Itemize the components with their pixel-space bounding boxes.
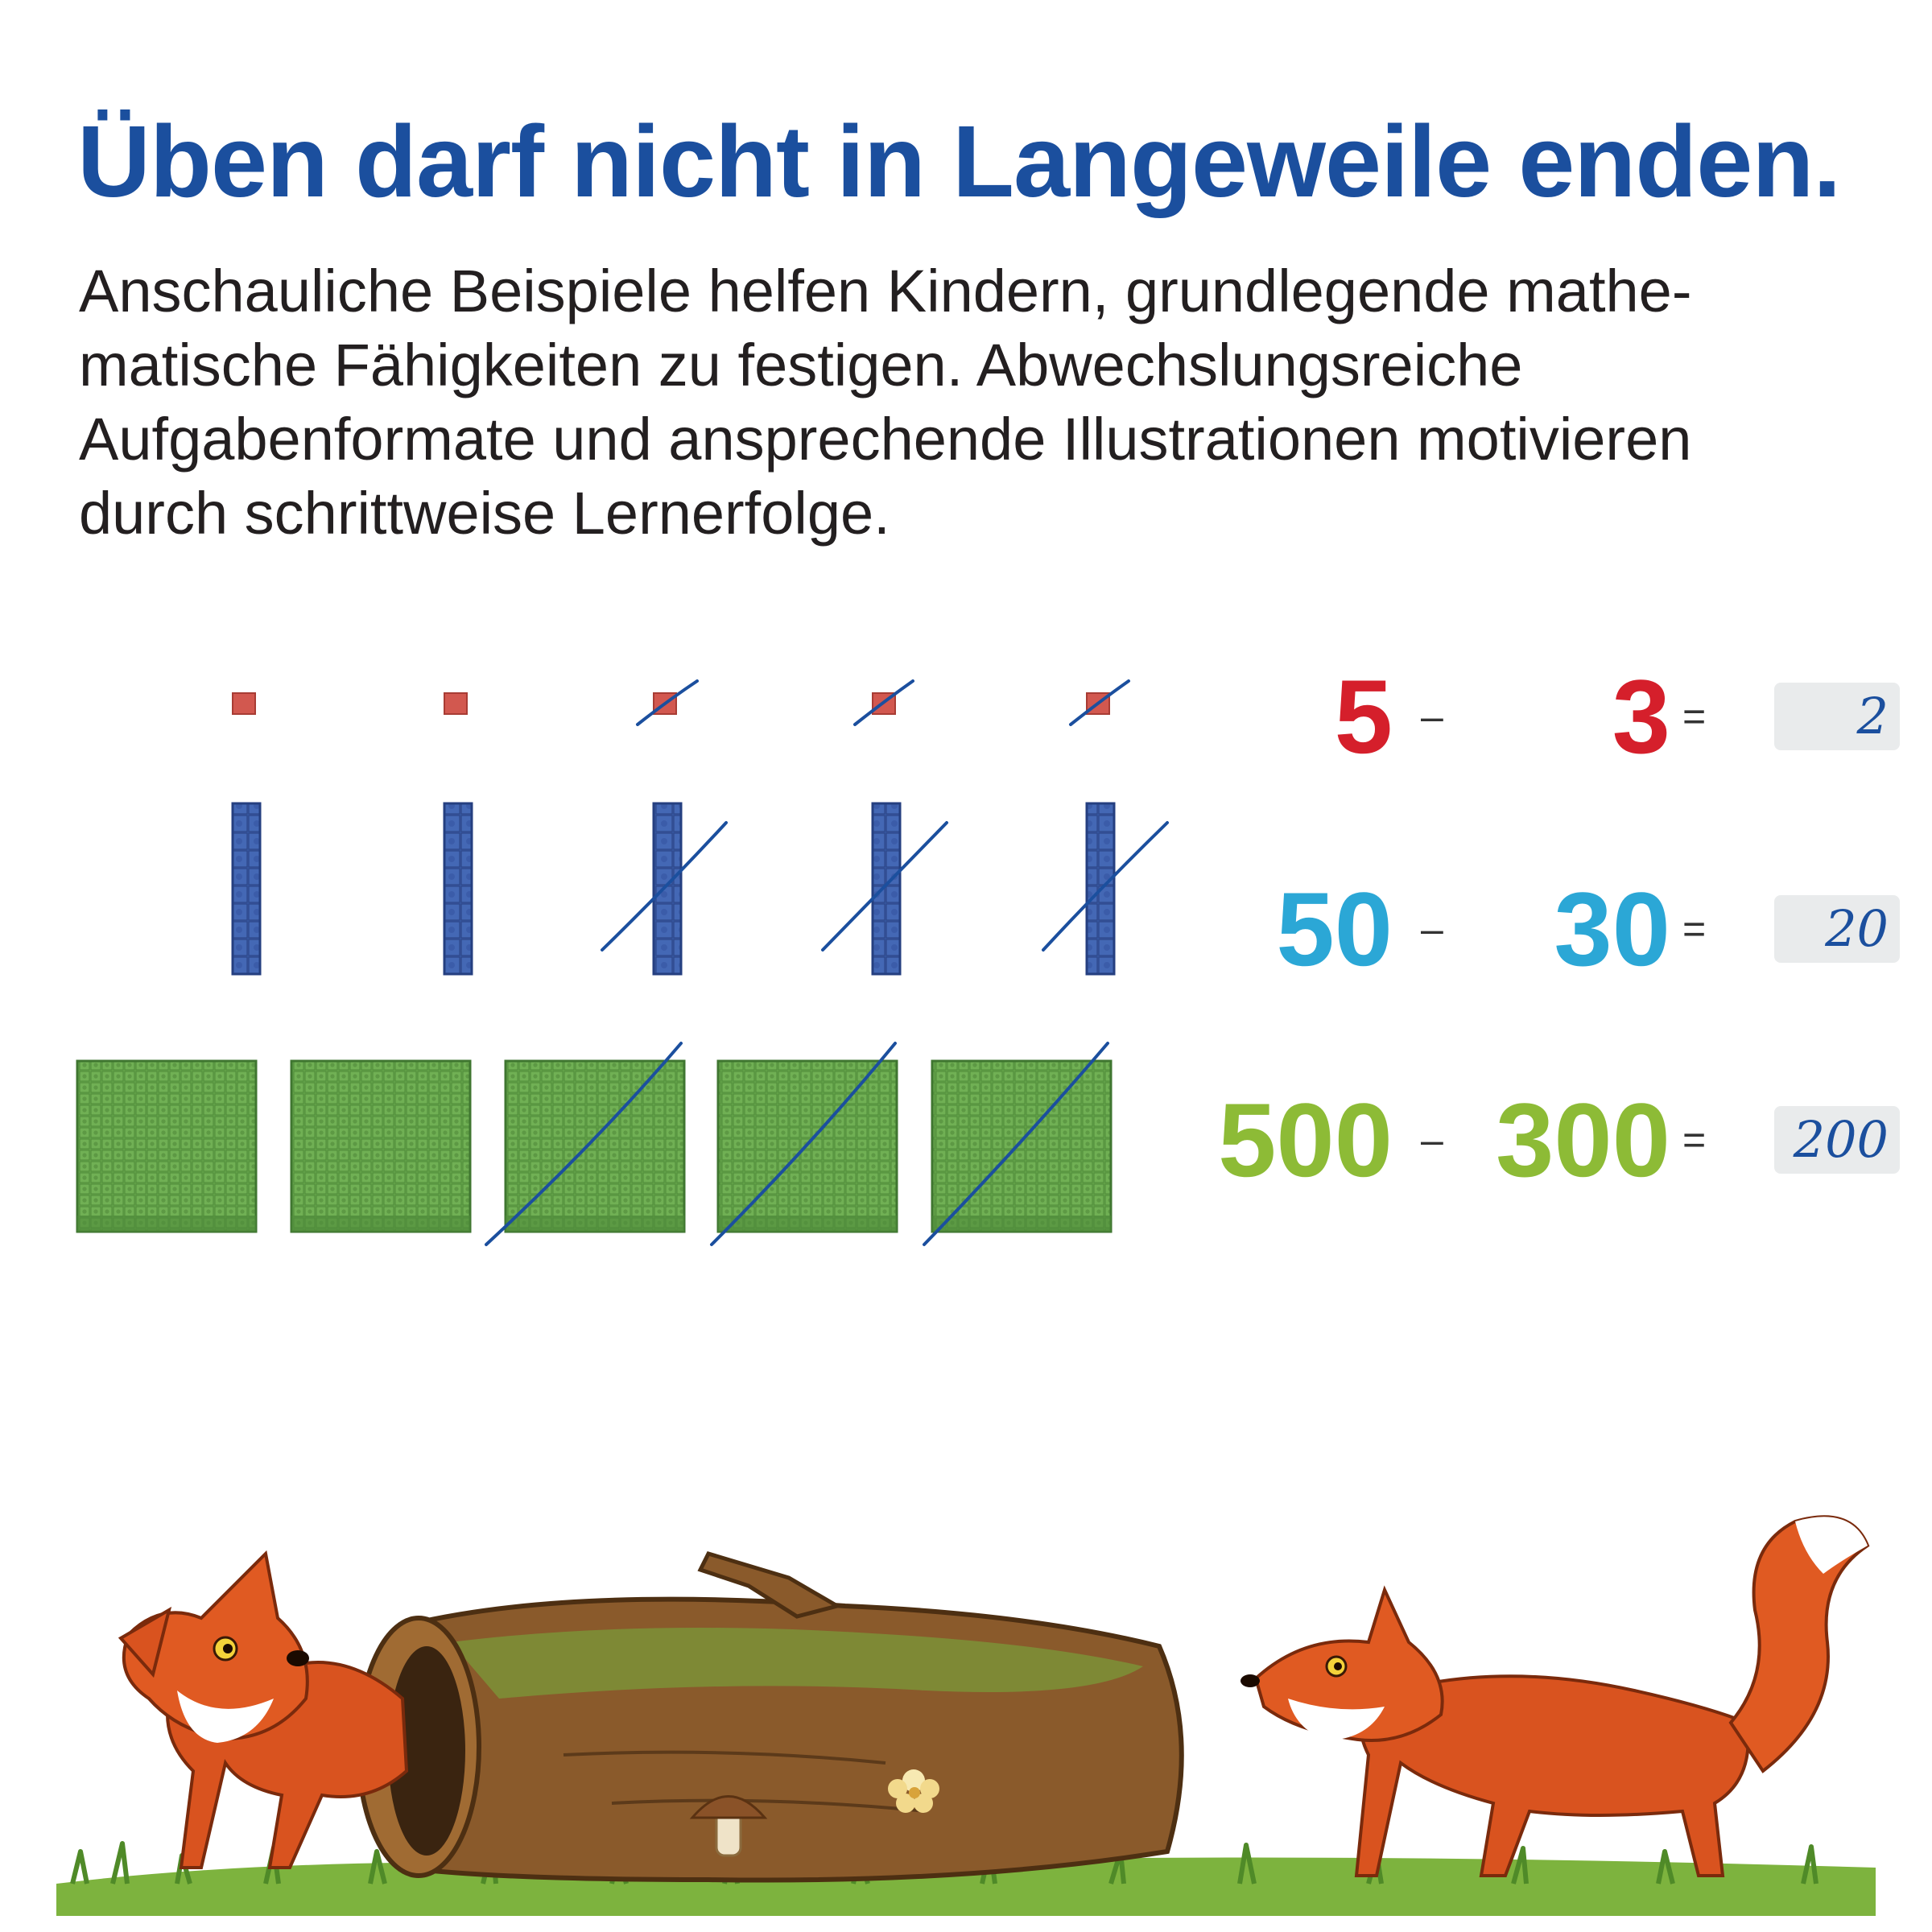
answer-value: 20	[1825, 899, 1889, 958]
unit-cube	[444, 692, 468, 715]
minuend: 5	[1334, 658, 1393, 775]
equals-sign: =	[1682, 1117, 1707, 1162]
cross-out-stroke	[1069, 679, 1130, 726]
equals-sign: =	[1682, 906, 1707, 952]
intro-line: Anschauliche Beispiele helfen Kindern, g…	[79, 258, 1692, 324]
hundred-flat	[504, 1059, 686, 1233]
subtrahend: 300	[1496, 1081, 1670, 1199]
cross-out-stroke	[601, 821, 728, 952]
cross-out-stroke	[821, 821, 948, 952]
hundred-flat	[76, 1059, 258, 1233]
base-ten-blocks	[76, 679, 1169, 1246]
answer-box: 2	[1774, 683, 1900, 750]
ten-rod	[443, 802, 473, 976]
hollow-log	[356, 1551, 1184, 1883]
equation-row: 50 – 30 = 20	[1191, 857, 1900, 1001]
cross-out-stroke	[485, 1042, 683, 1246]
minus-sign: –	[1421, 1117, 1443, 1162]
fox-left	[118, 1550, 409, 1869]
cross-out-stroke	[1042, 821, 1169, 952]
cross-out-stroke	[710, 1042, 897, 1246]
answer-box: 200	[1774, 1106, 1900, 1174]
fox-right	[1241, 1515, 1870, 1877]
hundred-flat	[290, 1059, 472, 1233]
block-column	[76, 692, 262, 1233]
intro-line: Aufgabenformate und ansprechende Illustr…	[79, 406, 1692, 473]
page-title: Üben darf nicht in Langeweile enden.	[77, 105, 1841, 218]
block-column-crossed	[485, 679, 728, 1246]
block-column	[290, 692, 473, 1233]
minus-sign: –	[1421, 906, 1443, 952]
block-column-crossed	[710, 679, 948, 1246]
minus-sign: –	[1421, 694, 1443, 739]
cross-out-stroke	[923, 1042, 1109, 1246]
ten-rod	[871, 802, 902, 976]
fox-log-illustration	[56, 1515, 1876, 1916]
equations: 5 – 3 = 2 50 – 30 = 20 500 – 300 = 200	[1191, 644, 1900, 1224]
ten-rod	[231, 802, 262, 976]
subtrahend: 30	[1554, 870, 1670, 988]
ten-rod	[652, 802, 683, 976]
mushroom	[689, 1795, 768, 1857]
subtrahend: 3	[1612, 658, 1670, 775]
unit-cube	[232, 692, 256, 715]
block-column-crossed	[923, 679, 1169, 1246]
cross-out-stroke	[636, 679, 699, 726]
equation-row: 500 – 300 = 200	[1191, 1067, 1900, 1212]
intro-line: matische Fähigkeiten zu festigen. Abwech…	[79, 332, 1523, 398]
cross-out-stroke	[853, 679, 914, 726]
intro-paragraph: Anschauliche Beispiele helfen Kindern, g…	[79, 254, 1874, 551]
intro-line: durch schrittweise Lernerfolge.	[79, 480, 890, 547]
answer-value: 200	[1793, 1110, 1889, 1169]
answer-value: 2	[1856, 687, 1889, 745]
flower	[888, 1769, 939, 1813]
minuend: 500	[1218, 1081, 1393, 1199]
minuend: 50	[1276, 870, 1393, 988]
equation-row: 5 – 3 = 2	[1191, 644, 1900, 789]
answer-box: 20	[1774, 895, 1900, 963]
equals-sign: =	[1682, 694, 1707, 739]
